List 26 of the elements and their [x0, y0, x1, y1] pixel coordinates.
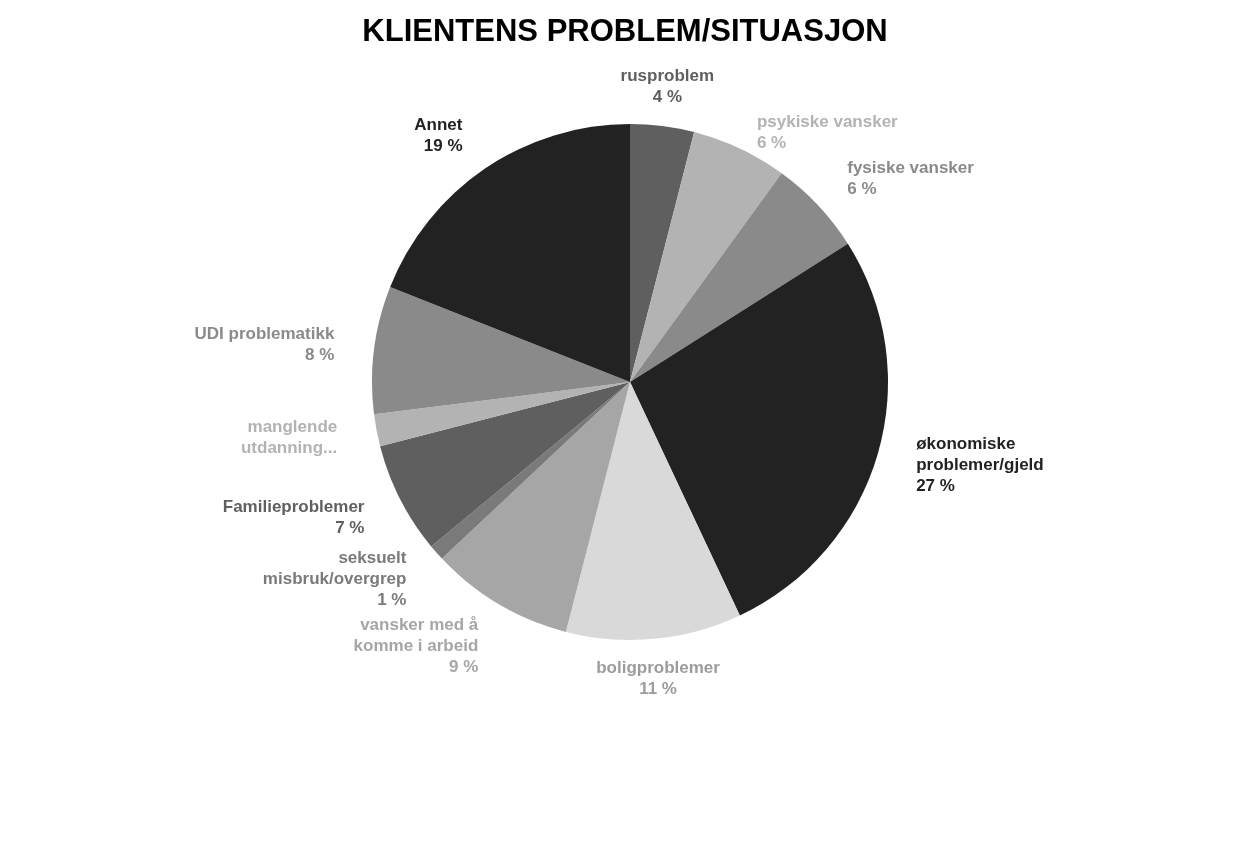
slice-label: Familieproblemer [222, 496, 365, 516]
data-label: 7 % [335, 517, 365, 537]
slice-label: psykiske vansker [756, 111, 899, 131]
chart-title: KLIENTENS PROBLEM/SITUASJON [362, 13, 888, 48]
data-label: 4 % [652, 86, 682, 106]
slice-label: boligproblemer [596, 658, 721, 678]
data-label: 1 % [377, 590, 407, 610]
data-label: 9 % [449, 657, 479, 677]
data-label: 8 % [305, 345, 335, 365]
slice-label: økonomiske problemer/gjeld [916, 434, 1044, 475]
pie-slice [374, 382, 630, 447]
data-label: 11 % [639, 679, 677, 699]
data-label: 27 % [916, 476, 955, 496]
pie-slice [565, 382, 740, 640]
slice-label: manglende utdanning... [240, 417, 338, 458]
slice-label: seksuelt misbruk/overgrep [262, 548, 407, 589]
pie-slice [380, 382, 630, 547]
data-label: 6 % [847, 178, 877, 198]
slice-label: Annet [414, 115, 463, 135]
slice-label: UDI problematikk [194, 324, 335, 344]
data-label: 19 % [423, 136, 463, 156]
pie-slice [630, 124, 695, 382]
slice-label: rusproblem [620, 65, 715, 85]
slice-label: fysiske vansker [847, 157, 975, 177]
slice-label: vansker med å komme i arbeid [353, 615, 479, 656]
data-label: 6 % [756, 132, 787, 152]
